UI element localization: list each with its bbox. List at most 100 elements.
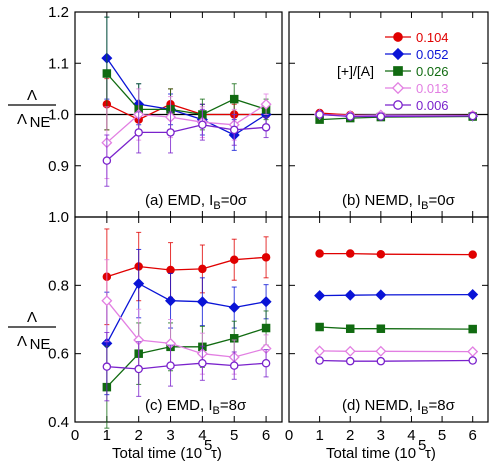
x-axis-title-text: Total time (10 bbox=[326, 445, 416, 462]
series-line bbox=[106, 103, 267, 144]
series-0-052 bbox=[314, 289, 479, 302]
series-0-104 bbox=[102, 228, 271, 326]
series-0-013 bbox=[101, 259, 272, 375]
panel-label-text: (c) EMD, I bbox=[145, 397, 213, 414]
series-line bbox=[319, 252, 473, 256]
data-point bbox=[468, 111, 477, 121]
series-line bbox=[106, 57, 267, 136]
panel-b: (b) NEMD, IB=0σ 0.104 0.052 0.026 0.013 0.006… bbox=[288, 11, 489, 218]
data-point bbox=[102, 69, 112, 78]
y-tick-label: 1.2 bbox=[48, 4, 69, 21]
panel-label-tail: =0σ bbox=[429, 192, 456, 209]
series-line bbox=[106, 362, 267, 370]
legend-marker bbox=[391, 81, 405, 95]
data-point bbox=[165, 295, 177, 307]
panel-label: (d) NEMD, IB=8σ bbox=[342, 397, 456, 417]
legend-marker bbox=[393, 32, 403, 42]
data-point bbox=[261, 123, 271, 132]
y-tick-label: 0.8 bbox=[48, 277, 69, 294]
data-point bbox=[467, 346, 479, 358]
data-point bbox=[315, 322, 324, 332]
data-point bbox=[134, 128, 143, 137]
x-axis-title-right: Total time (10 5 τ) bbox=[326, 437, 436, 462]
legend-label: 0.026 bbox=[416, 64, 449, 79]
x-tick-label: 6 bbox=[262, 427, 270, 444]
x-tick-label: 0 bbox=[71, 427, 79, 444]
data-point bbox=[375, 345, 387, 357]
data-point bbox=[229, 94, 239, 104]
panel-label-subscript: B bbox=[213, 200, 220, 212]
series-0-104 bbox=[315, 249, 477, 259]
x-axis-title-unit: τ) bbox=[211, 445, 222, 462]
legend-marker bbox=[393, 100, 403, 110]
x-axis-title-exponent: 5 bbox=[418, 437, 426, 454]
panel-d: 0 1 2 3 4 5 6 (d) NEMD, IB=8σ bbox=[285, 216, 489, 444]
data-point bbox=[375, 289, 387, 301]
x-axis-title-unit: τ) bbox=[425, 445, 436, 462]
y-axis-title-denominator-subscript: NE bbox=[30, 114, 51, 131]
data-point bbox=[376, 112, 386, 121]
y-axis-title-numerator: Λ bbox=[27, 309, 37, 326]
panels: 0.91.01.11.2(a) EMD, IB=0σ (b) NEMD, IB=0… bbox=[48, 4, 489, 444]
series-line bbox=[106, 282, 267, 344]
x-tick-label: 2 bbox=[135, 427, 143, 444]
data-point bbox=[133, 278, 145, 290]
data-point bbox=[228, 302, 240, 314]
data-point bbox=[260, 296, 272, 308]
y-axis-title-bottom: Λ Λ NE bbox=[8, 309, 56, 353]
y-axis-title-denominator: Λ bbox=[17, 111, 27, 128]
series-line bbox=[106, 103, 267, 121]
y-tick-label: 1.0 bbox=[48, 209, 69, 226]
panel-label-subscript: B bbox=[213, 405, 220, 417]
panel-label: (a) EMD, IB=0σ bbox=[145, 192, 248, 212]
data-point bbox=[314, 345, 326, 357]
data-point bbox=[261, 358, 271, 368]
data-point bbox=[345, 324, 355, 333]
panel-label-text: (a) EMD, I bbox=[145, 192, 213, 209]
x-tick-label: 2 bbox=[346, 427, 354, 444]
legend-marker bbox=[393, 66, 403, 76]
data-point bbox=[376, 356, 386, 366]
series-line bbox=[319, 293, 473, 297]
legend-label: 0.104 bbox=[416, 30, 449, 45]
plot-frame bbox=[288, 216, 489, 423]
x-tick-label: 4 bbox=[198, 427, 206, 444]
series-0-006 bbox=[315, 356, 477, 366]
panel-label-tail: =8σ bbox=[429, 397, 456, 414]
series-0-052 bbox=[101, 248, 272, 396]
legend-label: 0.052 bbox=[416, 47, 449, 62]
data-point bbox=[260, 98, 272, 110]
data-point bbox=[315, 110, 324, 119]
x-tick-label: 1 bbox=[103, 427, 111, 444]
y-tick-label: 0.9 bbox=[48, 158, 69, 175]
data-point bbox=[229, 125, 239, 135]
series-line bbox=[106, 327, 267, 388]
y-tick-label: 1.1 bbox=[48, 55, 69, 72]
data-point bbox=[101, 295, 113, 307]
panel-label-text: (d) NEMD, I bbox=[342, 397, 421, 414]
y-tick-label: 0.6 bbox=[48, 346, 69, 363]
data-point bbox=[376, 249, 386, 259]
panel-label: (b) NEMD, IB=0σ bbox=[342, 192, 456, 212]
panel-c: 0.4 0.6 0.8 1.0 0 1 2 3 4 5 6 (c) EMD, IB=8σ bbox=[48, 209, 283, 444]
data-point bbox=[196, 296, 208, 308]
x-tick-label: 1 bbox=[315, 427, 323, 444]
series-line bbox=[106, 73, 267, 116]
data-point bbox=[376, 324, 386, 333]
legend-label: 0.013 bbox=[416, 81, 449, 96]
x-axis-title-exponent: 5 bbox=[204, 437, 212, 454]
data-point bbox=[229, 361, 239, 370]
y-tick-label: 0.4 bbox=[48, 414, 69, 431]
data-point bbox=[467, 289, 479, 301]
series-0-006 bbox=[315, 110, 477, 121]
x-tick-label: 5 bbox=[438, 427, 446, 444]
series-line bbox=[319, 350, 473, 353]
y-tick-label: 1.0 bbox=[48, 107, 69, 124]
panel-label-tail: =8σ bbox=[220, 397, 247, 414]
data-point bbox=[166, 265, 175, 275]
series-line bbox=[106, 124, 267, 162]
series-0-006 bbox=[102, 331, 271, 402]
series-line bbox=[319, 113, 473, 118]
data-point bbox=[468, 324, 477, 334]
